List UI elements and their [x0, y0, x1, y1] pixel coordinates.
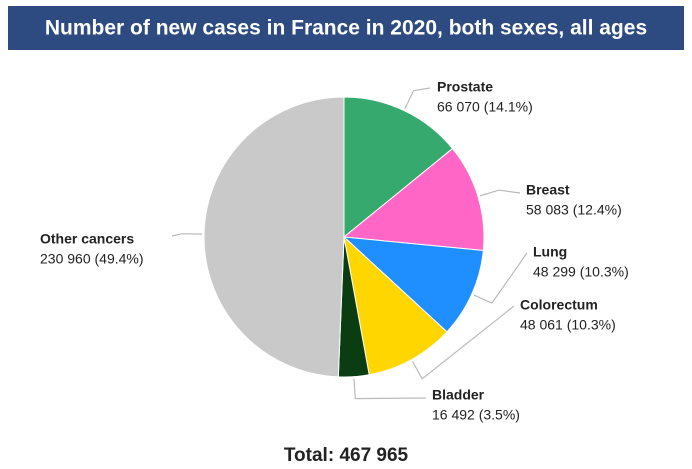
slice-value-label: 48 299 (10.3%) [533, 264, 629, 280]
slice-name: Colorectum [520, 297, 598, 313]
total-label: Total: 467 965 [284, 445, 409, 466]
leader-line [473, 252, 528, 304]
pie-slice [343, 235, 448, 376]
slice-value-label: 16 492 (3.5%) [432, 407, 520, 423]
slice-value-label: 230 960 (49.4%) [40, 251, 144, 267]
pie-slice [342, 236, 484, 333]
slice-value-label: 48 061 (10.3%) [520, 317, 616, 333]
title-banner [8, 6, 684, 50]
slice-name: Lung [533, 244, 567, 260]
leader-line [479, 189, 521, 197]
chart-title: Number of new cases in France in 2020, b… [45, 17, 647, 40]
slice-name: Other cancers [40, 231, 134, 247]
slice-name: Breast [526, 182, 570, 198]
slice-value-label: 66 070 (14.1%) [437, 99, 533, 115]
leader-line [353, 378, 427, 400]
pie-slice [342, 147, 485, 251]
leader-line [404, 87, 431, 109]
slice-name: Bladder [432, 387, 485, 403]
pie-slice [203, 96, 345, 378]
slice-name: Prostate [437, 79, 493, 95]
leader-line [411, 305, 515, 380]
pie-slice [343, 96, 454, 239]
leader-line [171, 233, 203, 237]
slice-value-label: 58 083 (12.4%) [526, 202, 622, 218]
